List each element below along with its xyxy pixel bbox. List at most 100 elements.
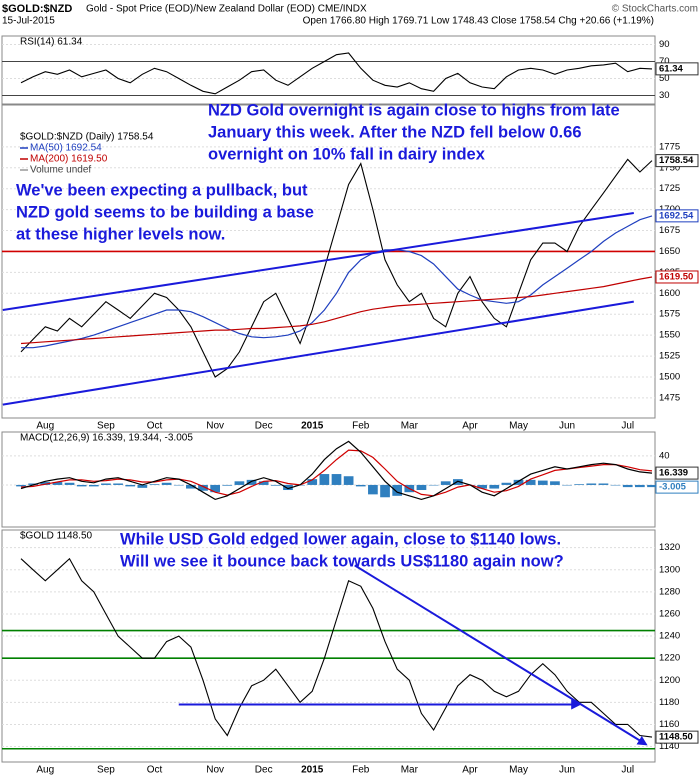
y-tick-label: 90: [659, 39, 670, 50]
histogram-bar: [198, 484, 208, 491]
histogram-bar: [501, 482, 512, 485]
x-tick-label: Oct: [147, 765, 163, 776]
histogram-bar: [392, 484, 403, 496]
series-line: [20, 440, 653, 501]
histogram-bar: [647, 484, 657, 488]
histogram-bar: [428, 484, 439, 486]
x-tick-label: May: [509, 421, 528, 432]
histogram-bar: [76, 484, 87, 487]
x-tick-label: Aug: [36, 765, 54, 776]
y-tick-label: 1260: [659, 608, 680, 619]
annotation: We've been expecting a pullback, but: [16, 181, 308, 199]
histogram-bar: [610, 484, 621, 486]
histogram-bar: [88, 484, 99, 487]
histogram-bar: [101, 483, 111, 485]
y-tick-label: 1600: [659, 288, 680, 299]
histogram-bar: [40, 482, 51, 485]
last-value-label: -3.005: [659, 482, 687, 493]
legend-label: $GOLD:$NZD (Daily) 1758.54: [20, 132, 154, 143]
y-tick-label: 1575: [659, 309, 680, 320]
y-tick-label: 30: [659, 90, 670, 101]
histogram-bar: [586, 483, 597, 485]
histogram-bar: [222, 484, 233, 486]
x-tick-label: Sep: [97, 421, 115, 432]
annotation: January this week. After the NZD fell be…: [208, 123, 582, 141]
legend-label: MA(200) 1619.50: [30, 154, 108, 165]
y-tick-label: 1280: [659, 586, 680, 597]
trend-line: [2, 211, 634, 312]
y-tick-label: 1550: [659, 330, 680, 341]
histogram-bar: [161, 482, 172, 485]
legend-label: Volume undef: [30, 165, 91, 176]
histogram-bar: [307, 479, 318, 485]
last-value-box: [655, 480, 699, 494]
last-value-box: [655, 62, 699, 76]
x-tick-label: Sep: [97, 765, 115, 776]
y-tick-label: 1750: [659, 162, 680, 173]
x-tick-label: Apr: [462, 421, 478, 432]
x-tick-label: Jun: [559, 765, 575, 776]
x-tick-label: 2015: [301, 765, 324, 776]
x-tick-label: Apr: [462, 765, 478, 776]
y-tick-label: 1180: [659, 697, 679, 708]
quote: Open 1766.80 High 1769.71 Low 1748.43 Cl…: [303, 16, 654, 27]
annotation: NZD Gold overnight is again close to hig…: [208, 101, 620, 119]
last-value-label: 61.34: [659, 63, 683, 74]
y-tick-label: 1775: [659, 141, 680, 152]
series-line: [20, 557, 653, 738]
histogram-bar: [283, 484, 293, 491]
legend-label: MACD(12,26,9) 16.339, 19.344, -3.005: [20, 433, 193, 444]
y-tick-label: 1725: [659, 183, 680, 194]
x-tick-label: May: [509, 765, 528, 776]
x-tick-label: Oct: [147, 421, 163, 432]
histogram-bar: [477, 484, 487, 489]
x-tick-label: Dec: [255, 421, 273, 432]
x-tick-label: Aug: [36, 421, 54, 432]
y-tick-label: 1320: [659, 542, 680, 553]
y-tick-label: 1675: [659, 225, 680, 236]
panel-frame: [1, 104, 656, 419]
last-value-box: [655, 154, 699, 168]
y-tick-label: 70: [659, 56, 670, 67]
series-line: [20, 276, 653, 345]
histogram-bar: [452, 479, 463, 485]
histogram-bar: [380, 484, 390, 498]
histogram-bar: [440, 481, 451, 485]
symbol: $GOLD:$NZD: [2, 3, 72, 15]
histogram-bar: [562, 484, 572, 486]
y-tick-label: 40: [659, 450, 670, 461]
credit: © StockCharts.com: [612, 4, 698, 15]
x-tick-label: 2015: [301, 421, 324, 432]
histogram-bar: [622, 484, 633, 488]
panel-frame: [1, 431, 656, 528]
histogram-bar: [343, 476, 354, 485]
histogram-bar: [125, 484, 136, 487]
histogram-bar: [635, 484, 645, 488]
legend-label: $GOLD 1148.50: [20, 531, 93, 542]
last-value-box: [655, 466, 699, 480]
y-tick-label: 1140: [659, 741, 679, 752]
x-tick-label: Jul: [621, 421, 634, 432]
y-tick-label: 1300: [659, 564, 680, 575]
last-value-label: 1148.50: [659, 732, 693, 743]
annotation: NZD gold seems to be building a base: [16, 203, 314, 221]
last-value-label: 1619.50: [659, 271, 693, 282]
legend-label: RSI(14) 61.34: [20, 37, 83, 48]
x-tick-label: Mar: [401, 765, 419, 776]
histogram-bar: [52, 482, 63, 485]
x-tick-label: Jul: [621, 765, 634, 776]
series-line: [20, 52, 653, 95]
panel-frame: [1, 35, 656, 105]
histogram-bar: [16, 484, 26, 487]
histogram-bar: [489, 484, 500, 489]
histogram-bar: [598, 483, 609, 485]
x-tick-label: Jun: [559, 421, 575, 432]
histogram-bar: [246, 479, 257, 485]
histogram-bar: [149, 484, 160, 485]
y-tick-label: 1500: [659, 372, 680, 383]
y-tick-label: 1650: [659, 246, 680, 257]
last-value-label: 1758.54: [659, 155, 694, 166]
annotation: Will we see it bounce back towards US$11…: [120, 552, 564, 570]
date: 15-Jul-2015: [2, 16, 55, 27]
